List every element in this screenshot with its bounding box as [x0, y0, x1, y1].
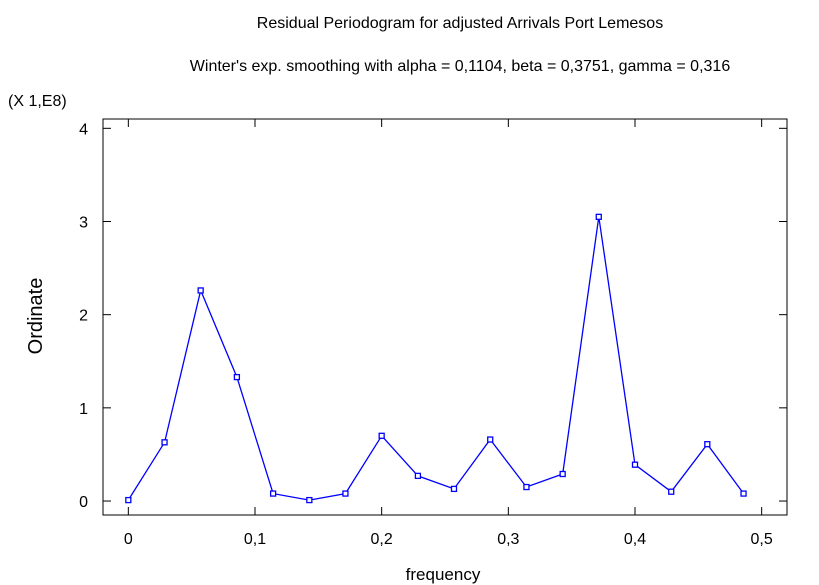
x-axis-label: frequency — [406, 565, 481, 584]
x-tick-label: 0,1 — [244, 531, 266, 548]
data-point — [306, 496, 313, 504]
data-point — [595, 213, 602, 220]
y-tick-label: 2 — [79, 308, 88, 325]
x-tick-label: 0,4 — [624, 531, 646, 548]
data-point — [233, 373, 241, 381]
x-tick-label: 0,5 — [751, 531, 773, 548]
chart-subtitle: Winter's exp. smoothing with alpha = 0,1… — [190, 58, 731, 75]
y-tick-label: 3 — [79, 214, 88, 231]
data-point — [414, 472, 422, 480]
data-point — [631, 461, 639, 468]
series-group — [125, 213, 747, 504]
x-axis: 0 0,1 0,2 0,3 0,4 0,5 — [124, 119, 773, 548]
data-point — [740, 490, 747, 497]
data-point — [450, 485, 458, 493]
data-point — [378, 432, 385, 439]
y-axis-label: Ordinate — [25, 278, 47, 355]
data-point — [668, 488, 675, 495]
data-point — [197, 287, 204, 294]
y-tick-label: 1 — [79, 401, 88, 418]
series-line — [127, 216, 745, 501]
y-tick-label: 4 — [79, 121, 88, 138]
data-point — [269, 490, 277, 497]
data-point — [487, 436, 494, 443]
plot-frame — [102, 118, 788, 516]
chart-title: Residual Periodogram for adjusted Arriva… — [257, 15, 663, 32]
data-point — [559, 470, 566, 478]
x-tick-label: 0 — [124, 531, 133, 548]
y-tick-label: 0 — [79, 494, 88, 511]
x-tick-label: 0,3 — [497, 531, 519, 548]
data-point — [161, 439, 168, 446]
y-scale-note: (X 1,E8) — [8, 93, 67, 110]
data-point — [125, 496, 132, 504]
data-point — [523, 483, 530, 491]
data-point — [342, 490, 349, 497]
y-axis: 0 1 2 3 4 — [79, 121, 787, 511]
data-point — [704, 441, 711, 448]
x-tick-label: 0,2 — [371, 531, 393, 548]
